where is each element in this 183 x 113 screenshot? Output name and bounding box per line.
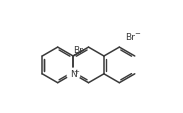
Text: −: −	[135, 31, 140, 37]
Text: +: +	[73, 68, 79, 74]
Text: Br: Br	[73, 46, 83, 55]
Text: N: N	[70, 70, 76, 79]
Text: Br: Br	[125, 33, 135, 42]
